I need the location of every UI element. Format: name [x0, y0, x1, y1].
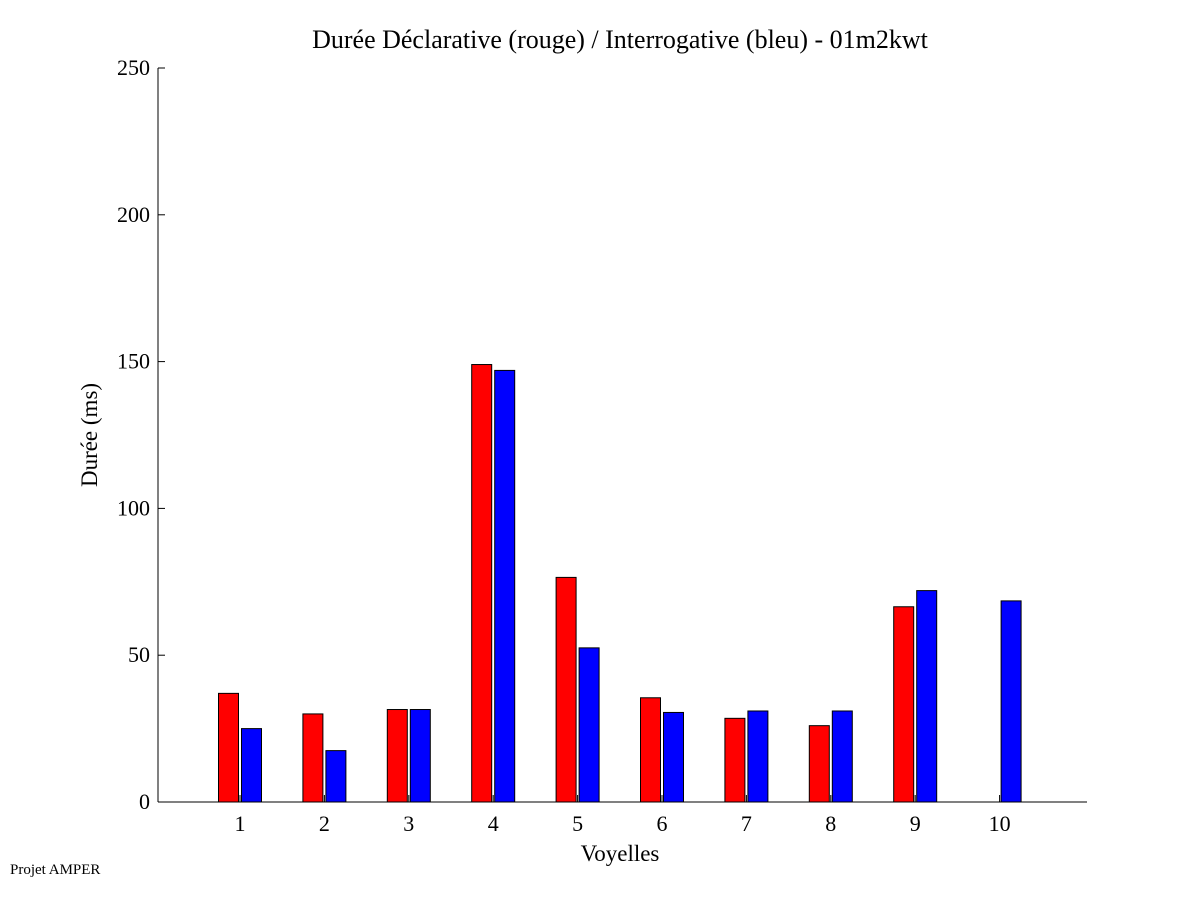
x-tick-label: 10 [989, 811, 1011, 836]
y-tick-label: 50 [128, 642, 150, 667]
y-axis-label: Durée (ms) [77, 383, 102, 487]
bar-series-2-4 [494, 369, 516, 803]
bar-series-2-5 [578, 647, 600, 803]
footer-credit: Projet AMPER [10, 862, 101, 878]
bar-series-1-2 [302, 713, 324, 803]
x-axis-label: Voyelles [581, 841, 660, 866]
bar-series-2-10 [1000, 600, 1022, 803]
bar-series-2-1 [241, 728, 262, 803]
bar-series-2-7 [747, 710, 769, 803]
bar-series-1-5 [555, 576, 577, 803]
x-tick-label: 9 [910, 811, 921, 836]
bar-series-1-6 [640, 697, 661, 803]
bars-group [218, 364, 1022, 803]
x-tick-label: 1 [235, 811, 246, 836]
axes-group: 0 50 100 150 200 250 1 2 3 4 5 6 7 8 9 10 [117, 55, 1087, 836]
x-tick-label: 6 [657, 811, 668, 836]
bar-series-1-9 [893, 606, 915, 803]
y-tick-label: 100 [117, 495, 150, 520]
x-tick-label: 8 [825, 811, 836, 836]
bar-series-1-4 [471, 364, 493, 803]
x-tick-label: 2 [319, 811, 330, 836]
x-tick-label: 5 [572, 811, 583, 836]
bar-series-1-8 [808, 725, 830, 803]
bar-series-2-6 [663, 711, 684, 803]
y-tick-label: 150 [117, 349, 150, 374]
x-tick-label: 3 [403, 811, 414, 836]
y-tick-label: 250 [117, 55, 150, 80]
bar-series-2-2 [325, 750, 347, 803]
chart-title: Durée Déclarative (rouge) / Interrogativ… [312, 25, 929, 54]
bar-series-1-3 [386, 709, 408, 803]
x-tick-label: 7 [741, 811, 752, 836]
y-tick-label: 0 [139, 789, 150, 814]
bar-series-2-8 [831, 710, 853, 803]
bar-series-1-1 [218, 692, 239, 803]
y-tick-label: 200 [117, 202, 150, 227]
bar-series-1-7 [724, 717, 746, 803]
x-tick-label: 4 [488, 811, 499, 836]
bar-series-2-9 [916, 590, 938, 803]
bar-series-2-3 [409, 709, 431, 803]
